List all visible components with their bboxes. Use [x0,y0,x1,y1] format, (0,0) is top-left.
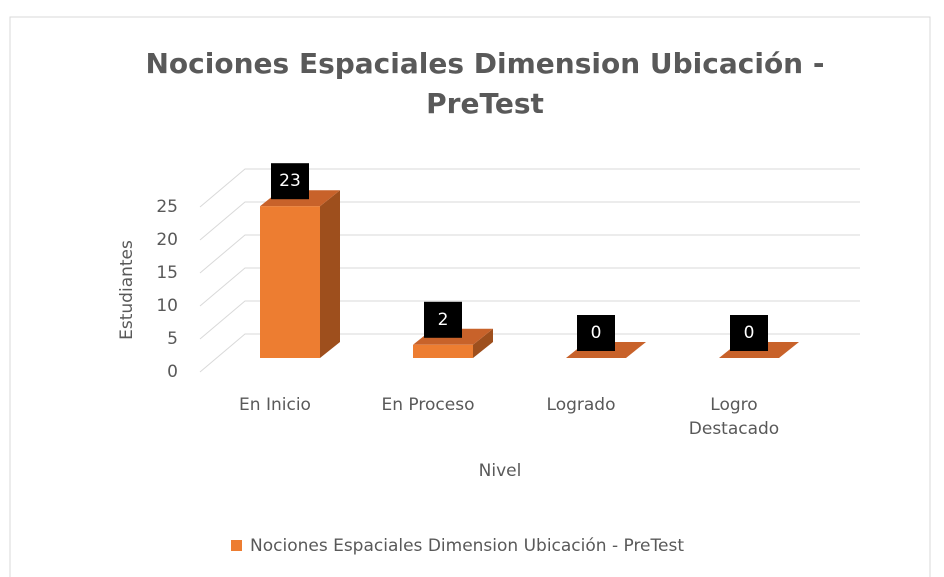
x-tick-label: Logrado [547,395,616,415]
data-label: 2 [438,310,449,330]
grid-line [199,234,860,274]
legend-swatch [231,540,242,551]
bar-front [260,206,320,358]
y-tick-label: 0 [167,362,178,382]
title-line: PreTest [426,87,544,120]
x-tick-line: Destacado [689,419,779,439]
data-label-box [730,315,768,351]
bar [260,190,340,358]
data-label: 0 [744,323,755,343]
grid-line [199,333,860,373]
y-axis-title: Estudiantes [117,240,137,340]
y-tick-label: 20 [156,230,178,250]
chart-title: Nociones Espaciales Dimension Ubicación … [146,47,825,120]
grid-line [199,168,860,208]
x-tick-label: En Inicio [239,395,311,415]
data-label: 23 [279,171,301,191]
chart-border [9,16,931,577]
x-tick-label: Logro Destacado [689,395,779,439]
data-label-box [271,163,309,200]
bar-front [413,344,473,358]
legend-label: Nociones Espaciales Dimension Ubicación … [250,536,684,556]
data-label-box [424,301,462,338]
grid-line [199,300,860,340]
bar-side [473,328,493,358]
grid-line [199,201,860,241]
grid-line [199,267,860,307]
bar-side [320,190,340,358]
x-axis-title: Nivel [479,461,522,481]
y-tick-label: 25 [156,197,178,217]
y-tick-label: 15 [156,263,178,283]
data-label-box [577,315,615,351]
title-line: Nociones Espaciales Dimension Ubicación … [146,47,825,80]
x-tick-label: En Proceso [382,395,475,415]
data-label: 0 [591,323,602,343]
y-tick-label: 5 [167,329,178,349]
y-tick-label: 10 [156,296,178,316]
x-tick-line: Logro [710,395,757,415]
